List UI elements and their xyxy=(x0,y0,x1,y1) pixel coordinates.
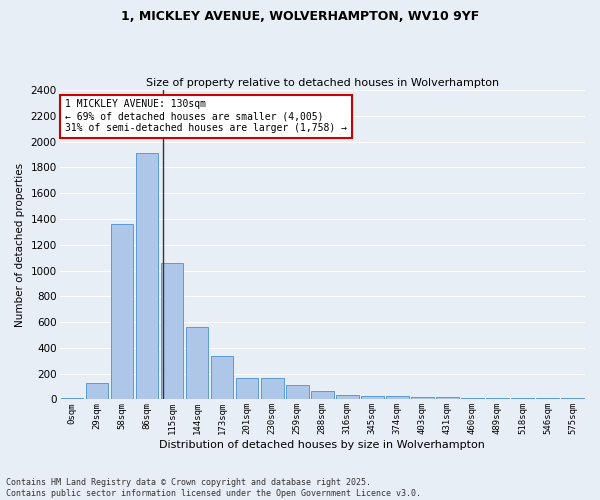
Bar xyxy=(186,328,208,400)
Bar xyxy=(86,384,109,400)
Y-axis label: Number of detached properties: Number of detached properties xyxy=(15,162,25,327)
Bar xyxy=(261,378,284,400)
Bar xyxy=(111,224,133,400)
Bar xyxy=(211,356,233,400)
Text: 1, MICKLEY AVENUE, WOLVERHAMPTON, WV10 9YF: 1, MICKLEY AVENUE, WOLVERHAMPTON, WV10 9… xyxy=(121,10,479,23)
Bar xyxy=(411,397,434,400)
Bar xyxy=(311,391,334,400)
Bar xyxy=(336,394,359,400)
Text: 1 MICKLEY AVENUE: 130sqm
← 69% of detached houses are smaller (4,005)
31% of sem: 1 MICKLEY AVENUE: 130sqm ← 69% of detach… xyxy=(65,100,347,132)
Bar xyxy=(436,398,458,400)
Bar xyxy=(486,398,509,400)
Bar xyxy=(536,398,559,400)
Bar xyxy=(161,264,184,400)
Bar xyxy=(136,154,158,400)
Bar xyxy=(286,385,308,400)
Bar xyxy=(236,378,259,400)
Bar xyxy=(511,398,534,400)
Title: Size of property relative to detached houses in Wolverhampton: Size of property relative to detached ho… xyxy=(146,78,499,88)
Bar xyxy=(386,396,409,400)
Bar xyxy=(361,396,383,400)
Bar xyxy=(461,398,484,400)
Text: Contains HM Land Registry data © Crown copyright and database right 2025.
Contai: Contains HM Land Registry data © Crown c… xyxy=(6,478,421,498)
Bar xyxy=(61,398,83,400)
Bar xyxy=(561,398,584,400)
X-axis label: Distribution of detached houses by size in Wolverhampton: Distribution of detached houses by size … xyxy=(160,440,485,450)
